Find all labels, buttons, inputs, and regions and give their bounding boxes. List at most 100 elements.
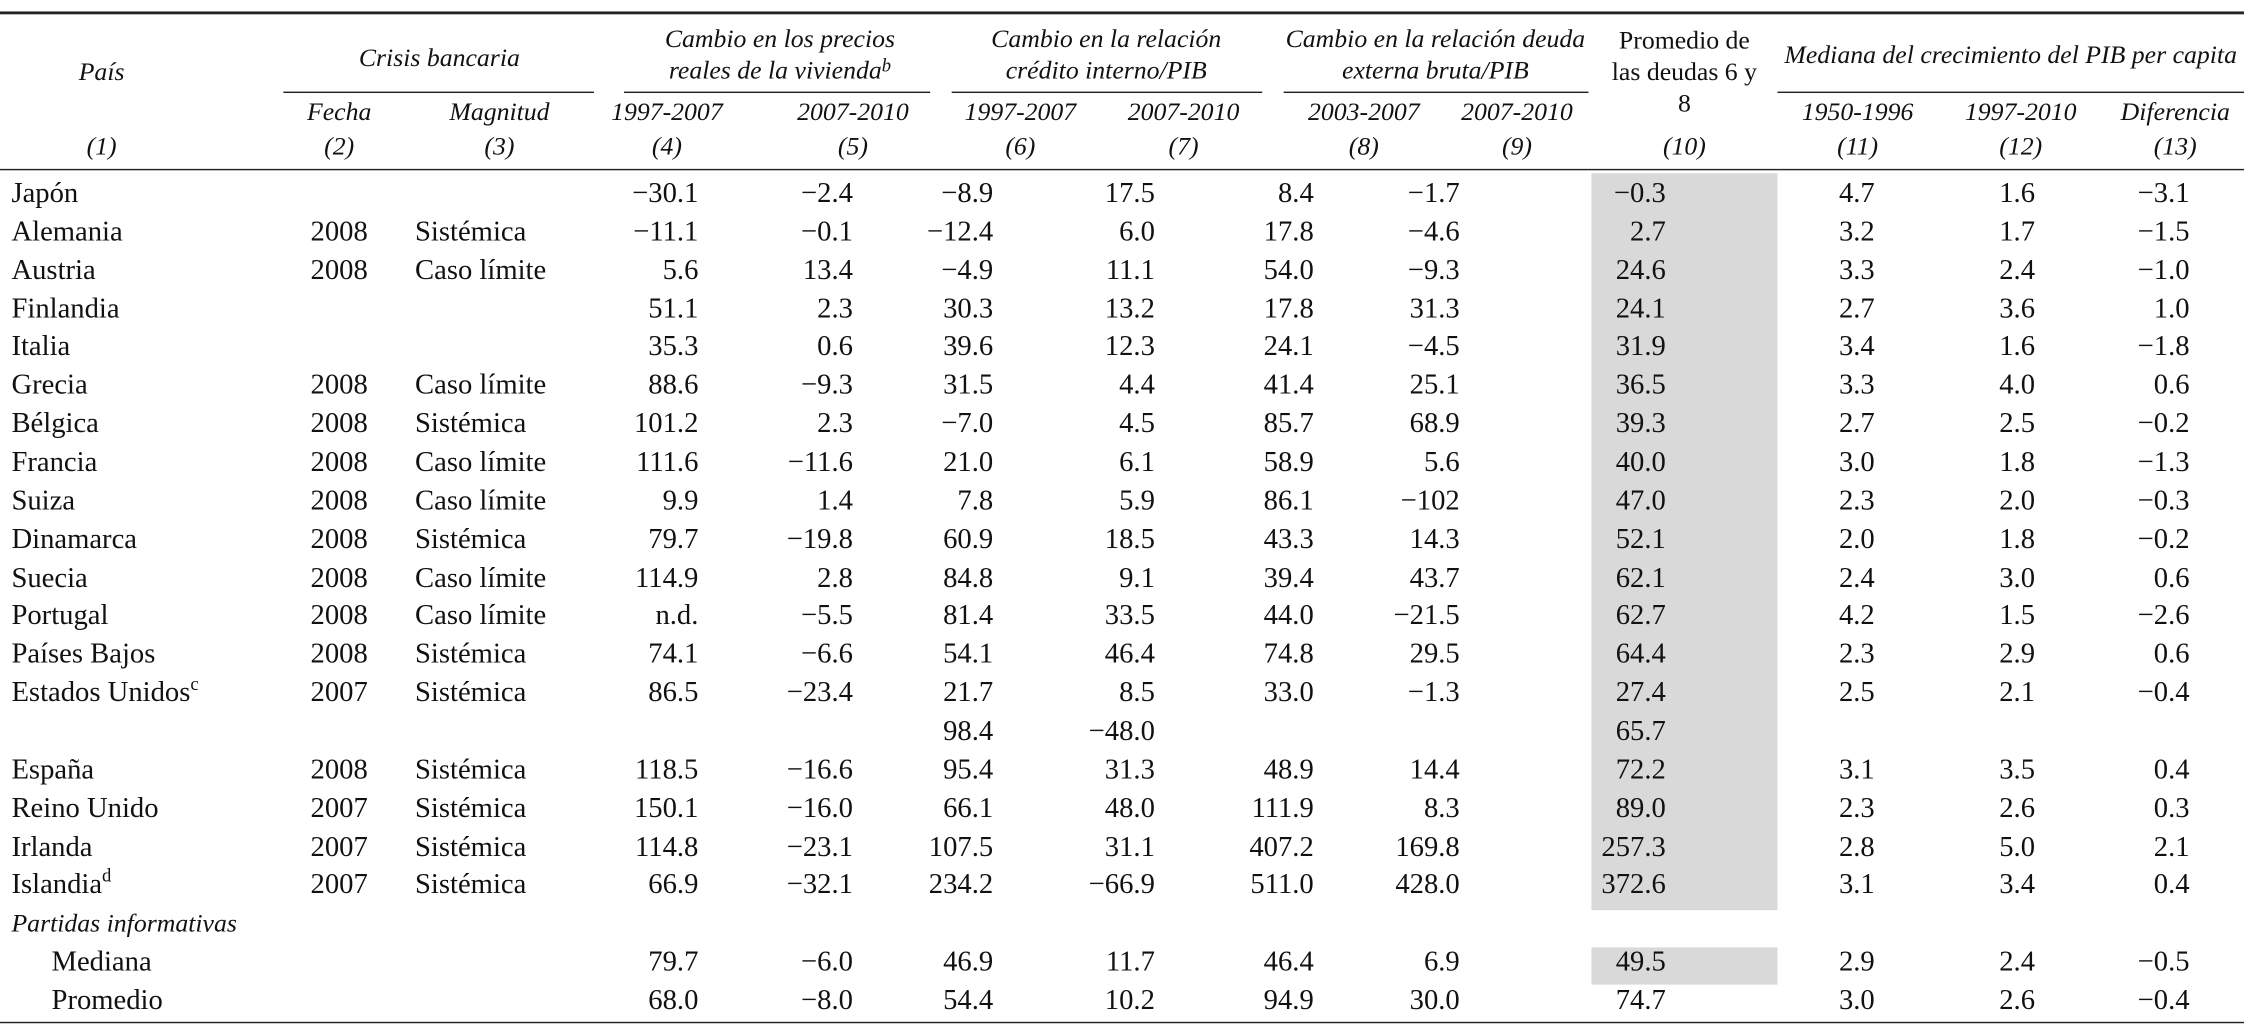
cell-date: 2008 <box>310 254 368 286</box>
cell-number: 8.4 <box>1277 177 1314 209</box>
cell-number: −0.3 <box>2137 484 2190 517</box>
cell-number: 3.4 <box>1838 331 1875 363</box>
cell-number: −3.1 <box>2137 177 2190 209</box>
cell-number: 68.0 <box>648 984 699 1017</box>
cell-number: 31.5 <box>943 369 994 402</box>
cell-number: 30.0 <box>1409 984 1460 1017</box>
cell-number: 11.1 <box>1105 254 1155 286</box>
cell-number: 6.1 <box>1119 446 1155 479</box>
cell-number: −102 <box>1400 484 1460 517</box>
cell-number: 39.6 <box>943 331 994 363</box>
cell-number: 2.7 <box>1630 215 1666 248</box>
column-number: (9) <box>1501 131 1532 161</box>
header-rule <box>0 168 2244 171</box>
cell-number: 150.1 <box>633 792 699 824</box>
cell-number: 2.5 <box>1838 677 1875 709</box>
cell-date: 2008 <box>310 446 368 479</box>
cell-text: Sistémica <box>415 638 527 671</box>
cell-number: 65.7 <box>1615 715 1666 748</box>
period-header: 2007-2010 <box>797 97 909 126</box>
row-label: Portugal <box>11 600 109 632</box>
cell-number: −16.6 <box>786 754 853 786</box>
cell-number: 44.0 <box>1263 600 1314 632</box>
cell-number: −0.3 <box>1613 177 1666 209</box>
cell-number: −1.7 <box>1407 177 1460 209</box>
cell-number: 8.5 <box>1119 677 1155 709</box>
header: Promedio de las deudas 6 y 8 <box>1611 25 1758 118</box>
cell-date: 2008 <box>310 561 368 594</box>
cell-number: 3.0 <box>1838 984 1875 1017</box>
cell-number: 8.3 <box>1423 792 1460 824</box>
cell-number: 27.4 <box>1615 677 1666 709</box>
cell-number: 4.7 <box>1838 177 1875 209</box>
cell-number: 24.1 <box>1263 331 1314 363</box>
group-rule <box>1777 91 2244 94</box>
group-rule <box>951 91 1263 94</box>
cell-number: 0.6 <box>2153 369 2190 402</box>
header: Crisis bancaria <box>358 42 520 72</box>
cell-number: 89.0 <box>1615 792 1666 824</box>
row-label: Suecia <box>11 561 88 594</box>
cell-number: 2.0 <box>1838 523 1875 555</box>
cell-number: 2.4 <box>1838 561 1875 594</box>
footnote-mark: b <box>881 54 892 76</box>
cell-number: −21.5 <box>1393 600 1460 632</box>
cell-date: 2008 <box>310 369 368 402</box>
cell-number: 17.8 <box>1263 215 1314 248</box>
cell-text: Caso límite <box>415 484 547 517</box>
cell-number: 3.1 <box>1838 869 1875 901</box>
cell-number: 2.3 <box>1838 792 1875 824</box>
shaded-cell <box>1591 947 1778 985</box>
cell-number: 41.4 <box>1263 369 1314 402</box>
cell-number: 33.0 <box>1263 677 1314 709</box>
cell-number: 51.1 <box>648 292 699 325</box>
cell-number: 24.1 <box>1615 292 1666 325</box>
cell-number: 2.7 <box>1838 292 1875 325</box>
cell-number: 62.7 <box>1615 600 1666 632</box>
column-number: (1) <box>86 131 117 161</box>
cell-number: 7.8 <box>957 484 994 517</box>
cell-number: 39.3 <box>1615 408 1666 440</box>
header: Mediana del crecimiento del PIB per capi… <box>1784 40 2237 69</box>
cell-number: 1.6 <box>1999 331 2036 363</box>
cell-number: 10.2 <box>1104 984 1155 1017</box>
cell-number: 169.8 <box>1395 830 1460 863</box>
cell-number: 2.1 <box>2153 830 2190 863</box>
cell-number: 3.0 <box>1999 561 2036 594</box>
cell-date: 2007 <box>310 792 368 824</box>
cell-number: 3.0 <box>1838 446 1875 479</box>
cell-date: 2008 <box>310 484 368 517</box>
cell-number: 29.5 <box>1409 638 1460 671</box>
cell-number: 2.8 <box>817 561 853 594</box>
cell-number: 511.0 <box>1250 869 1314 901</box>
column-number: (6) <box>1005 131 1036 161</box>
cell-number: 3.5 <box>1999 754 2036 786</box>
header: País <box>78 57 125 86</box>
cell-date: 2008 <box>310 215 368 248</box>
cell-date: 2007 <box>310 677 368 709</box>
group-rule <box>1283 91 1589 94</box>
header: Cambio en la relación crédito interno/PI… <box>991 24 1222 85</box>
cell-number: 1.4 <box>817 484 853 517</box>
cell-number: 72.2 <box>1615 754 1666 786</box>
cell-number: 2.8 <box>1838 830 1875 863</box>
row-label: Grecia <box>11 369 88 402</box>
cell-number: 58.9 <box>1263 446 1314 479</box>
cell-number: 2.4 <box>1999 254 2036 286</box>
group-rule <box>283 91 594 94</box>
column-number: (11) <box>1837 131 1879 161</box>
cell-number: 114.8 <box>635 830 699 863</box>
period-header: 1997-2007 <box>611 97 723 126</box>
period-header: 2007-2010 <box>1127 97 1240 126</box>
cell-number: 12.3 <box>1104 331 1155 363</box>
cell-number: 257.3 <box>1601 830 1666 863</box>
cell-date: 2007 <box>310 830 368 863</box>
cell-number: 0.6 <box>817 331 853 363</box>
cell-number: 2.6 <box>1999 984 2036 1017</box>
cell-number: 5.9 <box>1119 484 1155 517</box>
cell-number: 13.2 <box>1104 292 1155 325</box>
cell-text: Sistémica <box>415 677 527 709</box>
cell-number: −2.6 <box>2137 600 2190 632</box>
period-header: Diferencia <box>2120 97 2230 126</box>
cell-text: Caso límite <box>415 561 547 594</box>
